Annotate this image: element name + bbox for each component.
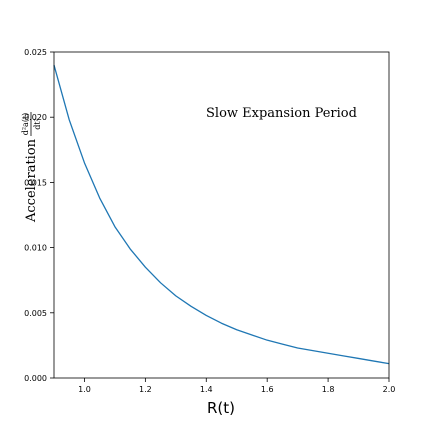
y-axis: 0.000 0.005 0.010 0.015 0.020 0.025: [24, 48, 54, 383]
x-axis: 1.0 1.2 1.4 1.6 1.8 2.0: [78, 378, 395, 394]
y-tick-label: 0.010: [24, 244, 47, 253]
y-tick-label: 0.025: [24, 48, 47, 57]
series-layer: [53, 64, 390, 365]
x-tick-label: 1.6: [261, 385, 274, 394]
y-axis-title-denominator: dt²: [33, 118, 42, 130]
series-line: [53, 64, 390, 365]
y-tick-label: 0.000: [24, 374, 47, 383]
plot-area: [53, 51, 390, 379]
x-tick-label: 1.8: [322, 385, 335, 394]
x-tick-label: 1.4: [200, 385, 213, 394]
x-tick-label: 2.0: [383, 385, 396, 394]
y-tick-label: 0.005: [24, 309, 47, 318]
y-axis-title-numerator: d²a(t): [21, 113, 30, 136]
annotation-text: Slow Expansion Period: [206, 106, 357, 121]
plot-frame: [53, 51, 390, 379]
y-tick-label: 0.020: [24, 113, 47, 122]
y-axis-title: Acceleration d²a(t) dt²: [21, 112, 42, 223]
x-tick-label: 1.2: [139, 385, 152, 394]
x-axis-title: R(t): [207, 399, 235, 417]
y-tick-label: 0.015: [24, 178, 47, 187]
y-axis-title-text: Acceleration: [24, 138, 39, 223]
x-tick-label: 1.0: [78, 385, 91, 394]
